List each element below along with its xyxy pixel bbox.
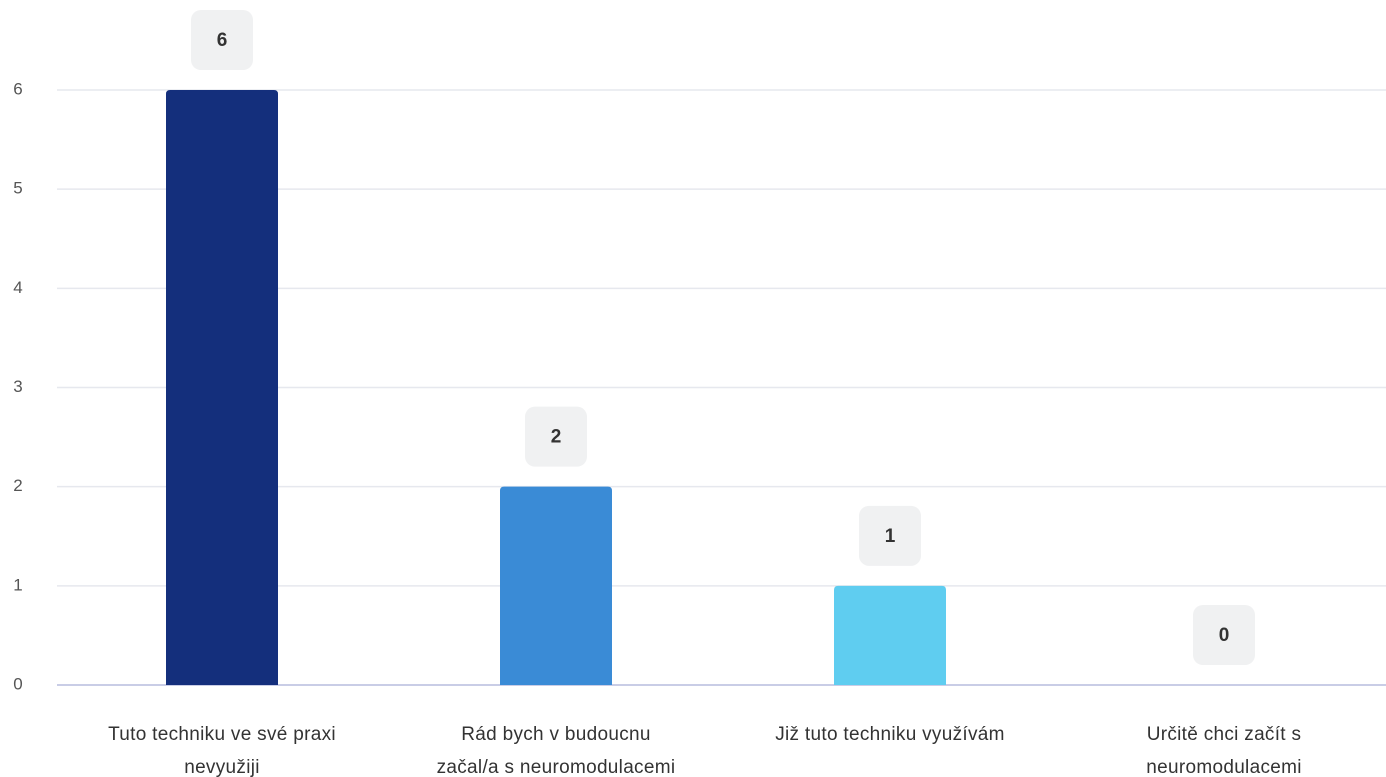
value-label-box: [191, 10, 253, 70]
x-tick-label: Rád bych v budoucnu začal/a s neuromodul…: [436, 724, 676, 777]
x-tick-label: Již tuto techniku využívám: [775, 724, 1005, 745]
value-label: 2: [551, 427, 562, 448]
y-tick-label: 5: [13, 179, 22, 198]
x-tick-label: Určitě chci začít s neuromodulacemi: [1146, 724, 1302, 777]
bar: [834, 585, 946, 685]
y-tick-label: 4: [13, 278, 22, 297]
value-label-box: [525, 406, 587, 467]
x-tick-label: Tuto techniku ve své praxi nevyužiji: [108, 724, 336, 777]
value-label: 0: [1219, 625, 1230, 646]
value-label-box: [859, 505, 921, 566]
y-tick-label: 6: [13, 79, 22, 98]
y-tick-label: 1: [13, 575, 22, 594]
bar: [500, 486, 612, 685]
value-label: 1: [885, 526, 896, 547]
y-tick-label: 3: [13, 377, 22, 396]
bar: [166, 90, 278, 685]
value-label-box: [1193, 605, 1255, 665]
y-tick-label: 0: [13, 674, 22, 693]
y-tick-label: 2: [13, 476, 22, 495]
value-label: 6: [217, 30, 228, 51]
